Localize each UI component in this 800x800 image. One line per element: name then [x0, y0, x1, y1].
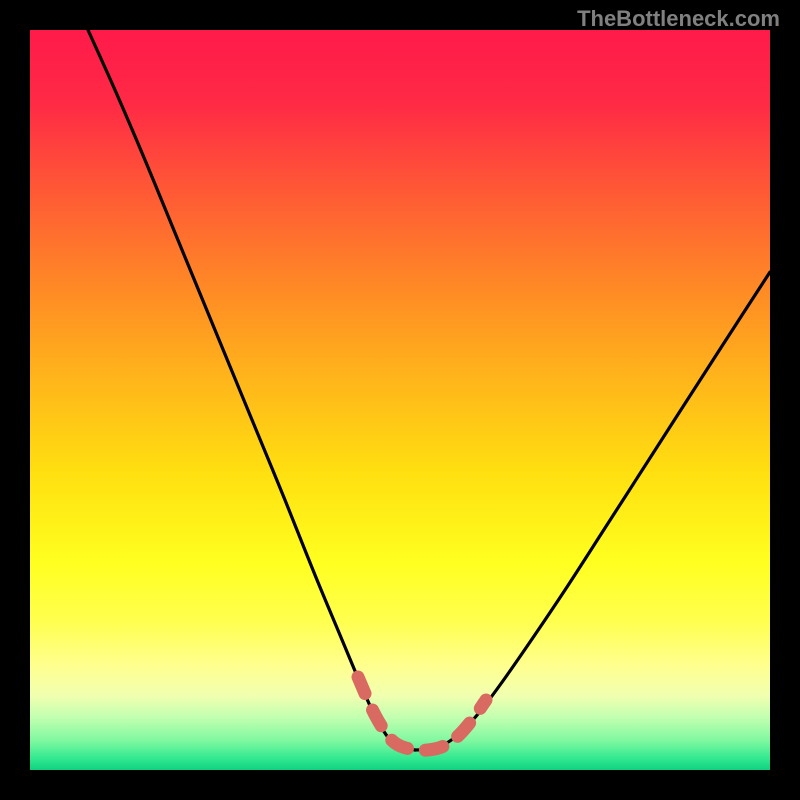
chart-svg: [0, 0, 800, 800]
chart-container: TheBottleneck.com: [0, 0, 800, 800]
watermark-text: TheBottleneck.com: [577, 6, 780, 32]
plot-background: [30, 30, 770, 770]
